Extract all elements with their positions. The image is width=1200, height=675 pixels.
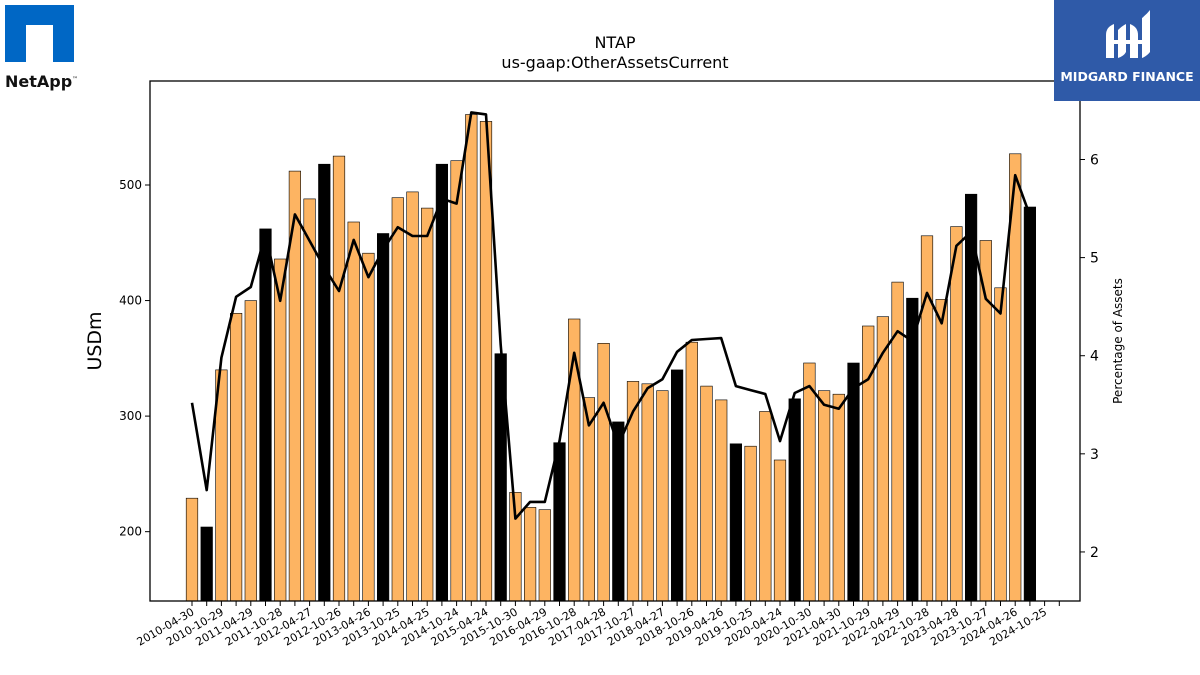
y-axis-label: USDm xyxy=(84,311,106,370)
netapp-logo-mark: NetApp ™ xyxy=(5,5,78,91)
chart-bar xyxy=(906,297,919,602)
y-tick-label: 300 xyxy=(119,409,142,423)
netapp-logo: NetApp ™ xyxy=(5,5,80,95)
netapp-trademark: ™ xyxy=(72,76,78,83)
bar-series xyxy=(185,114,1036,602)
chart-bar xyxy=(685,341,698,602)
chart-bar xyxy=(406,191,419,602)
midgard-logo-mark: MIDGARD FINANCE xyxy=(1060,10,1194,84)
chart-bar xyxy=(347,221,360,602)
midgard-wordmark: MIDGARD FINANCE xyxy=(1060,69,1193,84)
chart-bar xyxy=(803,362,816,602)
chart-bar xyxy=(1023,206,1036,602)
chart-bar xyxy=(274,258,287,602)
chart-bar xyxy=(773,459,787,602)
chart-bar xyxy=(817,390,831,602)
chart-bar xyxy=(538,509,551,602)
chart-bar xyxy=(200,526,213,602)
chart-bar xyxy=(376,233,390,602)
chart-bar xyxy=(421,207,434,602)
percentage-line xyxy=(190,111,1032,520)
y2-tick-label: 5 xyxy=(1090,251,1099,267)
chart-bar xyxy=(435,163,449,602)
chart-bar xyxy=(729,443,742,602)
chart-bar xyxy=(362,252,375,602)
plot-frame xyxy=(149,80,1081,602)
chart-bar xyxy=(244,300,257,602)
y2-axis-label: Percentage of Assets xyxy=(1111,278,1125,404)
chart-bar xyxy=(847,362,860,602)
chart-bar xyxy=(185,497,199,602)
chart-bar xyxy=(715,399,728,602)
y2-tick-label: 4 xyxy=(1090,349,1099,365)
chart-bar xyxy=(656,390,669,602)
chart-bar xyxy=(318,163,331,602)
y2-tick-label: 2 xyxy=(1090,545,1099,561)
chart-bar xyxy=(523,507,537,602)
y-tick-label: 400 xyxy=(119,294,142,308)
netapp-wordmark: NetApp xyxy=(5,72,72,91)
chart-bar xyxy=(935,299,948,602)
chart-bar xyxy=(391,197,404,602)
line-series xyxy=(190,111,1032,520)
chart-bar xyxy=(744,445,757,602)
chart-bar xyxy=(568,318,581,602)
chart-bar xyxy=(332,155,346,602)
chart-subtitle: us-gaap:OtherAssetsCurrent xyxy=(501,53,728,72)
chart-bar xyxy=(553,442,566,602)
chart-bar xyxy=(832,393,845,602)
chart-bar xyxy=(950,226,963,602)
midgard-finance-logo: MIDGARD FINANCE xyxy=(1054,0,1200,101)
chart-bar xyxy=(582,397,595,602)
chart-bar xyxy=(670,369,684,602)
y-tick-label: 500 xyxy=(119,178,142,192)
y2-tick-label: 6 xyxy=(1090,152,1099,168)
chart-bar xyxy=(465,114,478,602)
y2-tick-label: 3 xyxy=(1090,447,1099,463)
chart-bar xyxy=(862,325,875,602)
y-tick-label: 200 xyxy=(119,525,142,539)
chart-bar xyxy=(259,228,272,602)
chart-bar xyxy=(597,342,610,602)
chart-title: NTAP xyxy=(594,33,635,52)
chart-bar xyxy=(759,411,772,602)
chart-bar xyxy=(612,421,625,602)
chart-bar xyxy=(641,383,654,602)
chart-bar xyxy=(450,160,463,602)
chart-bar xyxy=(920,235,934,602)
chart-bar xyxy=(303,198,316,602)
chart-bar xyxy=(230,312,243,602)
chart-bar xyxy=(788,398,801,602)
midgard-emblem-icon xyxy=(1106,10,1150,58)
chart-bar xyxy=(994,287,1007,602)
chart-bar xyxy=(700,385,713,602)
